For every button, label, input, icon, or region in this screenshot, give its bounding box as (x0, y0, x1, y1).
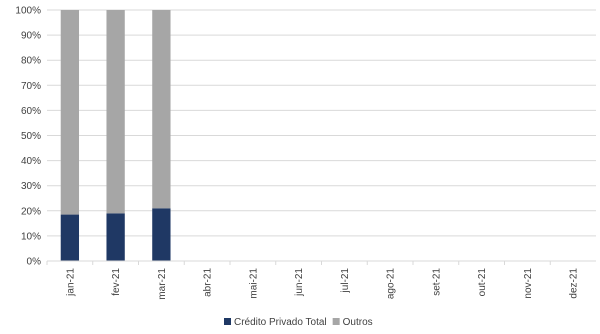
legend-label: Crédito Privado Total (234, 317, 327, 328)
x-tick-label: mar-21 (157, 268, 168, 300)
x-tick-label: fev-21 (111, 268, 122, 296)
x-tick-label: jan-21 (65, 268, 76, 297)
legend: Crédito Privado Total Outros (224, 317, 373, 328)
y-tick-label: 40% (21, 156, 41, 167)
bar-segment (106, 10, 125, 214)
legend-label: Outros (343, 317, 373, 328)
bar-segment (152, 10, 171, 209)
y-tick-label: 80% (21, 56, 41, 67)
x-tick-label: set-21 (431, 268, 442, 296)
legend-swatch (332, 318, 340, 325)
bar-segment (60, 214, 80, 261)
y-axis-ticks: 0% 10% 20% 30% 40% 50% 60% 70% 80% 90% 100% (15, 6, 41, 268)
y-tick-label: 10% (21, 231, 41, 242)
x-tick-label: mai-21 (248, 268, 259, 299)
y-tick-label: 70% (21, 81, 41, 92)
y-tick-label: 30% (21, 181, 41, 192)
x-tick-label: out-21 (477, 268, 488, 297)
bar-segment (152, 208, 171, 261)
bar-segment (60, 10, 80, 215)
y-tick-label: 60% (21, 106, 41, 117)
x-tick-label: jun-21 (294, 268, 305, 297)
y-tick-label: 50% (21, 131, 41, 142)
x-tick-label: dez-21 (569, 268, 580, 299)
y-tick-label: 20% (21, 206, 41, 217)
legend-swatch (224, 318, 231, 325)
x-axis-ticks: jan-21 fev-21 mar-21 abr-21 mai-21 jun-21 jul-… (46, 261, 580, 300)
gridlines (47, 9, 596, 237)
bar-segment (106, 213, 125, 261)
y-tick-label: 100% (15, 6, 41, 17)
y-tick-label: 90% (21, 31, 41, 42)
x-tick-label: jul-21 (340, 268, 351, 294)
y-tick-label: 0% (27, 257, 42, 268)
x-tick-label: nov-21 (523, 268, 534, 299)
bars (60, 10, 171, 261)
x-tick-label: abr-21 (203, 268, 214, 297)
x-tick-label: ago-21 (386, 268, 397, 300)
